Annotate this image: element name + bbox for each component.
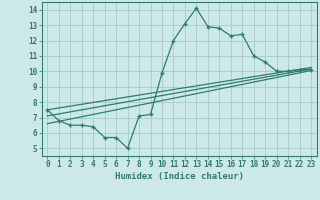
X-axis label: Humidex (Indice chaleur): Humidex (Indice chaleur) — [115, 172, 244, 181]
